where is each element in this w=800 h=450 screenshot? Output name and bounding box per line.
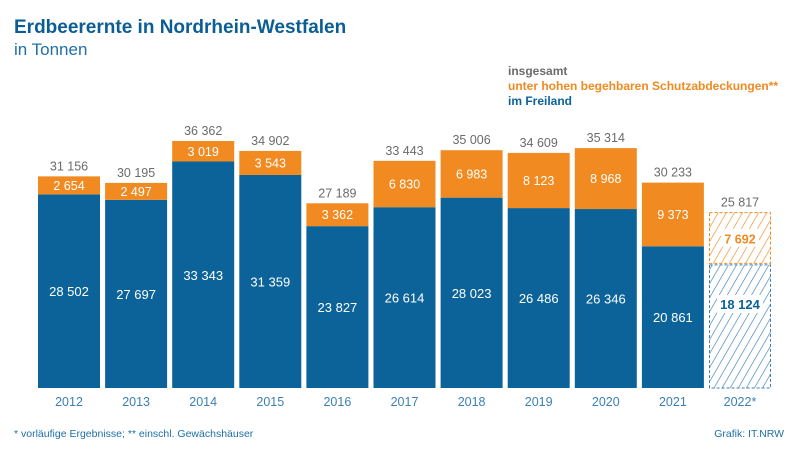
bar-schutz <box>373 160 436 208</box>
bar-freiland <box>641 246 704 388</box>
bar-schutz <box>172 141 235 162</box>
label-schutz: 8 123 <box>523 174 554 188</box>
label-schutz: 9 373 <box>657 208 688 222</box>
bar-schutz <box>641 182 704 247</box>
label-bg <box>717 294 763 313</box>
bar-freiland <box>105 199 168 388</box>
label-total: 35 314 <box>587 131 625 145</box>
label-freiland: 31 359 <box>250 274 290 289</box>
x-tick-label: 2018 <box>458 395 486 409</box>
label-total: 36 362 <box>184 124 222 138</box>
label-total: 35 006 <box>452 133 490 147</box>
label-total: 31 156 <box>50 159 88 173</box>
bar-freiland <box>172 161 235 388</box>
legend-freiland: im Freiland <box>508 94 573 108</box>
footnote: * vorläufige Ergebnisse; ** einschl. Gew… <box>14 428 254 440</box>
label-freiland: 26 614 <box>385 291 425 306</box>
bar-freiland <box>574 209 637 388</box>
label-freiland: 18 124 <box>720 297 761 312</box>
bar-freiland <box>507 208 570 388</box>
bar-schutz <box>239 150 302 175</box>
x-tick-label: 2021 <box>659 395 687 409</box>
label-freiland: 23 827 <box>318 300 358 315</box>
label-total: 30 233 <box>654 166 692 180</box>
bar-schutz <box>574 148 637 210</box>
label-total: 33 443 <box>385 144 423 158</box>
label-total: 27 189 <box>318 186 356 200</box>
x-tick-label: 2015 <box>256 395 284 409</box>
x-tick-label: 2016 <box>323 395 351 409</box>
label-schutz: 3 543 <box>255 156 286 170</box>
bar-schutz <box>306 203 369 227</box>
label-freiland: 28 023 <box>452 286 492 301</box>
label-schutz: 7 692 <box>724 232 755 246</box>
bar-freiland <box>709 264 771 389</box>
x-tick-label: 2022* <box>724 395 757 409</box>
label-freiland: 26 346 <box>586 292 626 307</box>
bar-schutz <box>38 176 100 195</box>
legend-schutz: unter hohen begehbaren Schutzabdeckungen… <box>508 79 779 93</box>
source: Grafik: IT.NRW <box>714 428 784 440</box>
label-bg <box>721 228 759 247</box>
x-tick-label: 2017 <box>391 395 419 409</box>
label-total: 34 609 <box>520 136 558 150</box>
x-tick-label: 2013 <box>122 395 150 409</box>
label-schutz: 3 362 <box>322 208 353 222</box>
label-freiland: 20 861 <box>653 310 693 325</box>
legend-total: insgesamt <box>508 64 568 78</box>
bar-schutz <box>105 182 168 200</box>
label-schutz: 3 019 <box>188 145 219 159</box>
x-tick-label: 2014 <box>189 395 217 409</box>
label-freiland: 27 697 <box>116 287 156 302</box>
label-freiland: 28 502 <box>49 284 89 299</box>
label-total: 34 902 <box>251 134 289 148</box>
label-total: 25 817 <box>721 196 759 210</box>
label-schutz: 2 497 <box>120 185 151 199</box>
label-total: 30 195 <box>117 166 155 180</box>
bar-schutz <box>440 150 503 198</box>
x-tick-label: 2012 <box>55 395 83 409</box>
chart-subtitle: in Tonnen <box>14 40 88 59</box>
bar-freiland <box>38 194 100 388</box>
label-schutz: 6 830 <box>389 178 420 192</box>
chart-title: Erdbeerernte in Nordrhein-Westfalen <box>14 17 347 38</box>
bar-schutz <box>507 152 570 209</box>
bar-freiland <box>440 197 503 388</box>
x-tick-label: 2020 <box>592 395 620 409</box>
label-schutz: 2 654 <box>53 179 84 193</box>
label-freiland: 33 343 <box>183 268 223 283</box>
bar-freiland <box>239 174 302 388</box>
label-schutz: 6 983 <box>456 167 487 181</box>
x-tick-label: 2019 <box>525 395 553 409</box>
bar-freiland <box>373 207 436 388</box>
label-schutz: 8 968 <box>590 172 621 186</box>
legend: insgesamt unter hohen begehbaren Schutza… <box>508 64 778 109</box>
bar-freiland <box>306 226 369 388</box>
label-freiland: 26 486 <box>519 291 559 306</box>
